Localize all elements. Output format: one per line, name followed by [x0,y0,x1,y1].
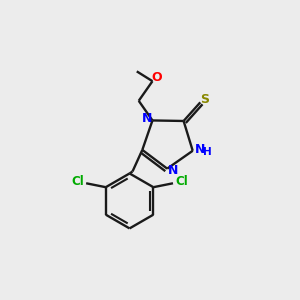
Text: N: N [194,143,205,156]
Text: H: H [203,147,212,157]
Text: N: N [168,164,178,177]
Text: O: O [151,71,162,84]
Text: N: N [142,112,153,125]
Text: S: S [200,93,209,106]
Text: Cl: Cl [71,175,84,188]
Text: Cl: Cl [176,175,188,188]
